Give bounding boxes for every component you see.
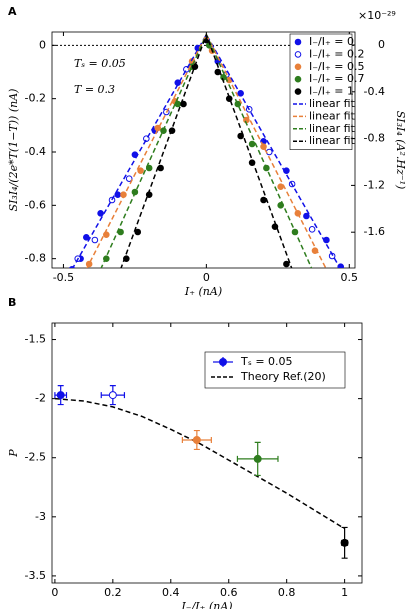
y2-tick-label: -0.4 bbox=[364, 85, 385, 98]
legend-marker bbox=[294, 75, 302, 83]
legend-label: I₋/I₊ = 1 bbox=[309, 85, 354, 98]
data-point bbox=[260, 196, 267, 204]
x-tick-label: -0.5 bbox=[53, 271, 74, 284]
y-tick-label: -0.8 bbox=[25, 252, 46, 265]
data-point bbox=[134, 228, 142, 236]
y-tick-label: -1.5 bbox=[25, 333, 46, 346]
y2-tick-label: 0 bbox=[378, 38, 385, 51]
y-tick-label: -2 bbox=[35, 392, 46, 405]
legend-marker bbox=[219, 358, 227, 366]
data-point bbox=[234, 100, 242, 108]
data-point bbox=[174, 100, 182, 108]
data-point bbox=[145, 164, 153, 172]
data-point bbox=[192, 436, 201, 444]
legend-label: Tₛ = 0.05 bbox=[240, 355, 293, 368]
y2-tick-label: -0.8 bbox=[364, 132, 385, 145]
data-point bbox=[303, 212, 310, 220]
panel-label: A bbox=[8, 5, 17, 18]
legend-label: I₋/I₊ = 0 bbox=[309, 35, 354, 48]
y-tick-label: -2.5 bbox=[25, 451, 46, 464]
legend-marker bbox=[294, 88, 302, 95]
plot-layer bbox=[68, 32, 345, 268]
y2-tick-label: -1.2 bbox=[364, 178, 385, 191]
legend-marker bbox=[294, 51, 302, 58]
legend-label: linear fit bbox=[309, 97, 356, 110]
data-point bbox=[157, 164, 164, 172]
data-point bbox=[97, 210, 104, 217]
y-tick-label: -0.4 bbox=[25, 145, 46, 158]
x-tick-label: 0.2 bbox=[104, 586, 122, 599]
legend-marker bbox=[294, 38, 302, 46]
data-point bbox=[308, 226, 316, 233]
plot-layer bbox=[54, 397, 346, 530]
y2-axis-label: SI₃I₄ (A².Hz⁻¹) bbox=[394, 111, 407, 190]
y-tick-label: -0.2 bbox=[25, 92, 46, 105]
data-point bbox=[265, 148, 273, 156]
data-point bbox=[91, 236, 99, 244]
data-point bbox=[260, 143, 267, 150]
plot-frame bbox=[51, 31, 356, 269]
x-tick-label: 0 bbox=[203, 271, 210, 284]
legend-box bbox=[204, 351, 346, 389]
annotation: T = 0.3 bbox=[74, 83, 115, 96]
fit-line bbox=[100, 32, 313, 268]
data-point bbox=[83, 234, 90, 241]
y-tick-label: -3.5 bbox=[25, 569, 46, 582]
y-tick-label: 0 bbox=[39, 38, 46, 51]
y-axis-label: SI₃I₄/(2e*T(1−T)) (nA) bbox=[7, 89, 20, 212]
y2-tick-label: -1.6 bbox=[364, 225, 385, 238]
legend-label: I₋/I₊ = 0.5 bbox=[309, 60, 365, 73]
data-point bbox=[283, 260, 290, 268]
legend-marker bbox=[294, 63, 302, 71]
fit-line bbox=[120, 32, 293, 268]
y-tick-label: -0.6 bbox=[25, 198, 46, 211]
legend-label: I₋/I₊ = 0.7 bbox=[309, 72, 365, 85]
data-point bbox=[340, 538, 349, 547]
data-point bbox=[237, 132, 244, 140]
data-point bbox=[56, 391, 65, 400]
y2-exponent: ×10⁻²⁹ bbox=[358, 9, 396, 22]
data-point bbox=[108, 391, 117, 400]
annotation: Tₛ = 0.05 bbox=[74, 57, 126, 70]
y-tick-label: -3 bbox=[35, 510, 46, 523]
legend-label: Theory Ref.(20) bbox=[240, 370, 326, 383]
data-point bbox=[277, 183, 284, 190]
x-axis-label: I₊ (nA) bbox=[184, 285, 222, 298]
data-point bbox=[125, 175, 133, 182]
x-tick-label: 0.6 bbox=[220, 586, 238, 599]
plot-frame bbox=[51, 322, 363, 584]
legend-label: linear fit bbox=[309, 122, 356, 135]
data-point bbox=[137, 167, 144, 174]
x-axis-label: I₋/I₊ (nA) bbox=[180, 600, 232, 609]
x-tick-label: 1 bbox=[341, 586, 348, 599]
y-axis-label: P bbox=[7, 449, 20, 458]
x-tick-label: 0.5 bbox=[341, 271, 359, 284]
fit-line bbox=[54, 397, 346, 530]
x-tick-label: 0.4 bbox=[162, 586, 180, 599]
x-tick-label: 0 bbox=[51, 586, 58, 599]
x-tick-label: 0.8 bbox=[278, 586, 296, 599]
panel-label: B bbox=[8, 296, 16, 309]
data-point bbox=[248, 140, 256, 148]
legend-label: linear fit bbox=[309, 109, 356, 122]
fit-line bbox=[71, 33, 341, 268]
legend-label: I₋/I₊ = 0.2 bbox=[309, 47, 365, 60]
legend-label: linear fit bbox=[309, 134, 356, 147]
data-point bbox=[253, 454, 262, 463]
